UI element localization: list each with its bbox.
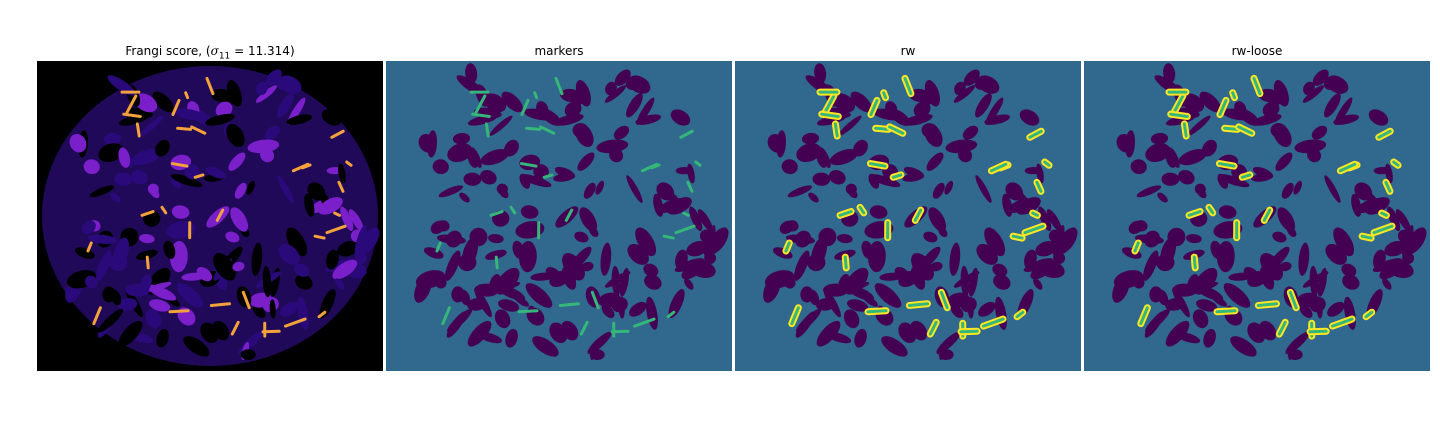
frangi-title: Frangi score, (σ11 = 11.314): [37, 42, 383, 62]
sigma-subscript: 11: [218, 51, 231, 62]
rw-loose-title: rw-loose: [1231, 44, 1283, 58]
rw-image: [735, 61, 1081, 371]
markers-image: [386, 61, 732, 371]
rw-title: rw: [900, 44, 916, 58]
markers-texture: [414, 63, 729, 361]
sigma-value: = 11.314): [230, 44, 295, 58]
frangi-texture: [42, 63, 380, 366]
frangi-panel: Frangi score, (σ11 = 11.314): [37, 42, 383, 371]
markers-panel: markers: [386, 42, 732, 371]
frangi-score-image: [37, 61, 383, 371]
rw-loose-texture: [1112, 63, 1427, 361]
rw-panel: rw: [735, 42, 1081, 371]
frangi-title-prefix: Frangi score, (: [125, 44, 211, 58]
sigma-symbol: σ: [210, 44, 219, 58]
rw-texture: [763, 63, 1078, 361]
rw-loose-image: [1084, 61, 1430, 371]
rw-loose-panel: rw-loose: [1084, 42, 1430, 371]
markers-title: markers: [534, 44, 584, 58]
